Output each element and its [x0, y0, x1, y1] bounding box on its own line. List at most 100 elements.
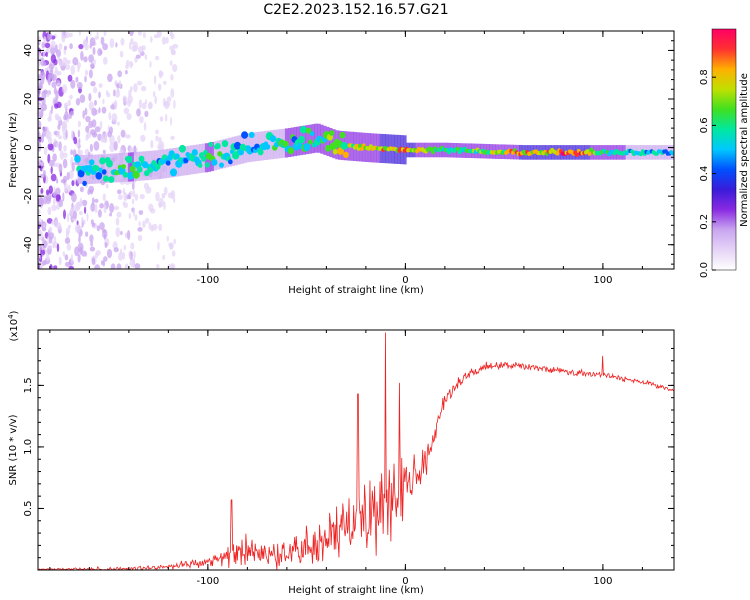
heatmap-cell	[117, 87, 120, 94]
heatmap-cell	[296, 142, 303, 150]
heatmap-cell	[139, 151, 143, 181]
heatmap-cell	[47, 245, 53, 250]
heatmap-cell	[308, 139, 313, 145]
heatmap-cell	[40, 249, 43, 259]
heatmap-cell	[211, 159, 218, 166]
snr-background	[38, 330, 674, 570]
heatmap-cell	[110, 263, 116, 269]
heatmap-cell	[62, 84, 68, 94]
heatmap-cell	[208, 141, 214, 147]
heatmap-cell	[120, 37, 125, 46]
snr-y-multiplier: (x104)	[7, 310, 20, 341]
heatmap-cell	[38, 158, 41, 166]
heatmap-cell	[191, 149, 198, 156]
heatmap-cell	[117, 70, 123, 78]
heatmap-cell	[287, 147, 294, 155]
heatmap-cell	[156, 31, 162, 38]
heatmap-cell	[140, 85, 147, 92]
heatmap-cell	[89, 189, 94, 195]
heatmap-cell	[56, 115, 62, 122]
heatmap-cell	[163, 149, 167, 179]
heatmap-cell	[305, 127, 312, 134]
heatmap-cell	[155, 129, 159, 135]
heatmap-cell	[129, 190, 133, 197]
heatmap-cell	[52, 153, 57, 162]
heatmap-cell	[117, 135, 121, 144]
heatmap-cell	[147, 102, 152, 110]
y-tick-label: 0.5	[23, 501, 34, 517]
heatmap-cell	[116, 263, 122, 269]
heatmap-cell	[131, 181, 135, 191]
heatmap-cell	[92, 86, 98, 94]
heatmap-cell	[165, 36, 169, 44]
heatmap-cell	[155, 191, 160, 202]
heatmap-cell	[335, 140, 343, 148]
y-tick-label: 40	[23, 44, 34, 57]
heatmap-cell	[133, 83, 138, 93]
heatmap-cell	[103, 56, 108, 65]
heatmap-cell	[95, 250, 101, 256]
heatmap-cell	[134, 263, 141, 269]
heatmap-cell	[163, 186, 168, 196]
heatmap-cell	[77, 201, 84, 207]
heatmap-cell	[123, 202, 128, 209]
heatmap-cell	[68, 265, 75, 269]
heatmap-cell	[96, 31, 99, 36]
heatmap-cell	[77, 120, 81, 128]
heatmap-cell	[80, 50, 84, 61]
heatmap-cell	[69, 43, 73, 50]
heatmap-cell	[138, 31, 142, 36]
heatmap-cell	[54, 103, 59, 109]
heatmap-cell	[101, 106, 107, 114]
heatmap-cell	[290, 127, 294, 157]
spectrogram-x-axis-label: Height of straight line (km)	[288, 285, 424, 296]
heatmap-cell	[56, 82, 61, 87]
spectrogram-heatmap	[38, 31, 674, 269]
heatmap-cell	[84, 75, 87, 83]
heatmap-cell	[55, 187, 61, 196]
heatmap-cell	[75, 98, 81, 106]
y-tick-label: 1.0	[23, 439, 34, 455]
heatmap-cell	[62, 175, 68, 183]
heatmap-cell	[113, 247, 119, 253]
heatmap-cell	[85, 134, 89, 141]
heatmap-cell	[128, 253, 131, 260]
y-tick-label: 0	[23, 144, 34, 150]
heatmap-cell	[38, 120, 42, 129]
heatmap-cell	[221, 140, 229, 148]
heatmap-cell	[91, 222, 96, 227]
heatmap-cell	[299, 126, 307, 134]
heatmap-cell	[325, 144, 332, 152]
heatmap-cell	[72, 57, 79, 66]
heatmap-cell	[38, 51, 42, 62]
heatmap-cell	[170, 116, 173, 126]
heatmap-cell	[99, 203, 104, 209]
heatmap-cell	[155, 135, 159, 142]
heatmap-cell	[360, 146, 364, 151]
heatmap-cell	[106, 92, 111, 98]
heatmap-cell	[94, 165, 100, 172]
heatmap-cell	[93, 141, 100, 151]
heatmap-cell	[122, 251, 125, 260]
heatmap-cell	[47, 73, 51, 83]
heatmap-cell	[115, 42, 118, 48]
heatmap-cell	[103, 256, 108, 262]
heatmap-cell	[48, 185, 53, 194]
heatmap-cell	[169, 148, 173, 178]
heatmap-cell	[132, 190, 136, 198]
heatmap-cell	[77, 253, 81, 263]
heatmap-cell	[127, 152, 132, 182]
heatmap-cell	[116, 153, 120, 183]
heatmap-cell	[91, 197, 95, 205]
heatmap-cell	[81, 250, 87, 257]
heatmap-cell	[115, 217, 120, 226]
heatmap-cell	[575, 152, 579, 157]
heatmap-cell	[94, 126, 101, 133]
heatmap-cell	[73, 136, 78, 145]
heatmap-cell	[117, 121, 120, 126]
x-tick-label: 100	[593, 275, 612, 286]
heatmap-cell	[126, 99, 132, 107]
heatmap-cell	[90, 202, 96, 212]
heatmap-cell	[94, 99, 97, 106]
heatmap-cell	[111, 113, 118, 123]
